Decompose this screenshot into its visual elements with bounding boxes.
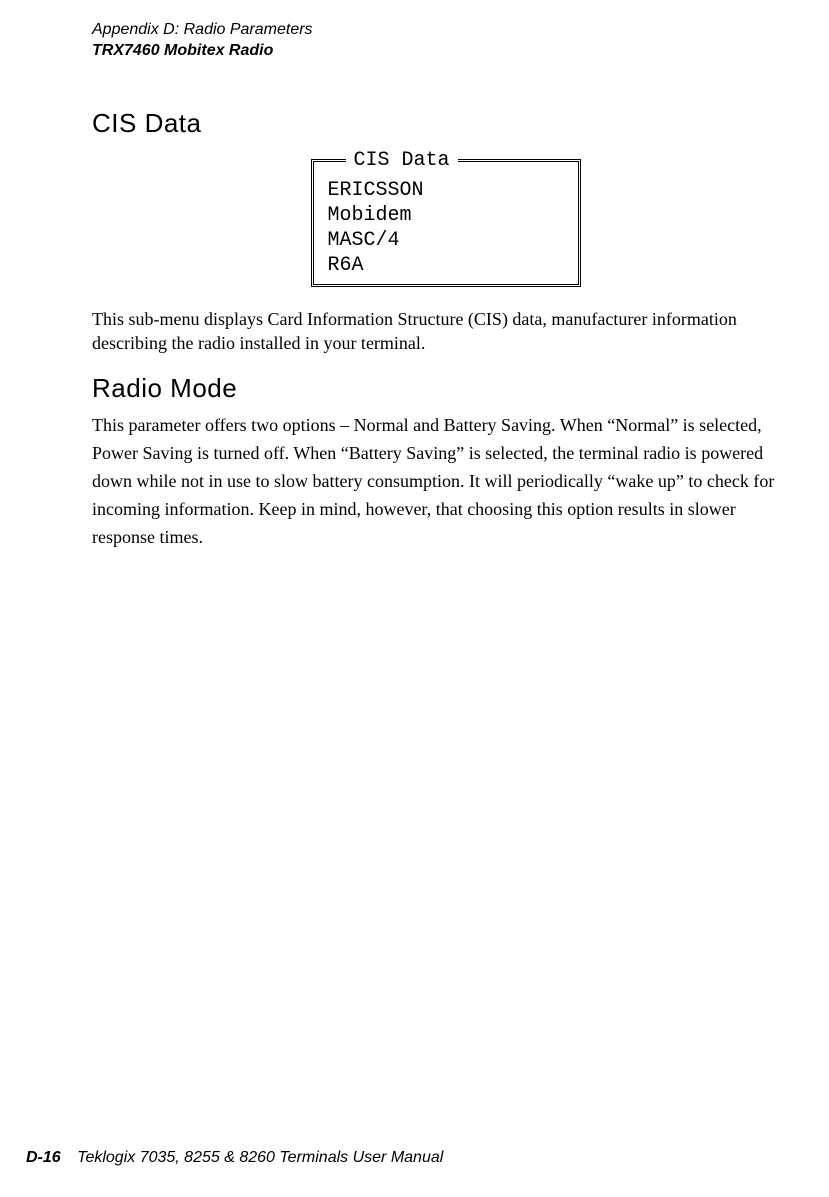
cis-box-legend: CIS Data (346, 149, 458, 172)
cis-box-wrapper: CIS Data ERICSSON Mobidem MASC/4 R6A (92, 149, 799, 287)
page-container: Appendix D: Radio Parameters TRX7460 Mob… (0, 0, 829, 1197)
header-device: TRX7460 Mobitex Radio (92, 41, 799, 62)
cis-line: ERICSSON (328, 178, 564, 203)
heading-cis-data: CIS Data (92, 108, 799, 139)
cis-data-box: CIS Data ERICSSON Mobidem MASC/4 R6A (311, 149, 581, 287)
cis-line: R6A (328, 253, 564, 278)
page-footer: D-16 Teklogix 7035, 8255 & 8260 Terminal… (26, 1149, 443, 1167)
cis-line: Mobidem (328, 203, 564, 228)
radio-mode-description: This parameter offers two options – Norm… (92, 412, 799, 551)
cis-line: MASC/4 (328, 228, 564, 253)
cis-description: This sub-menu displays Card Information … (92, 307, 799, 356)
footer-page-number: D-16 (26, 1149, 61, 1166)
footer-manual-title: Teklogix 7035, 8255 & 8260 Terminals Use… (77, 1149, 443, 1166)
heading-radio-mode: Radio Mode (92, 373, 799, 404)
page-header: Appendix D: Radio Parameters TRX7460 Mob… (92, 20, 799, 62)
header-appendix: Appendix D: Radio Parameters (92, 20, 799, 41)
